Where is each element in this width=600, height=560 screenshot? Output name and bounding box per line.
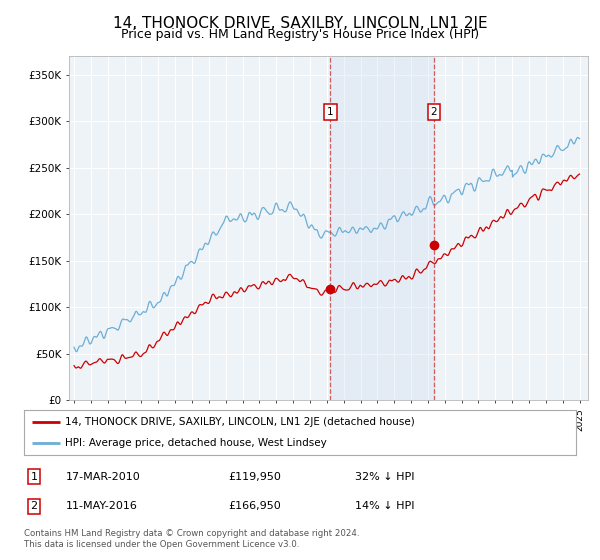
Text: 1: 1 xyxy=(327,107,334,117)
Bar xyxy=(331,56,434,400)
Text: £166,950: £166,950 xyxy=(228,501,281,511)
Text: 2: 2 xyxy=(31,501,38,511)
Text: 32% ↓ HPI: 32% ↓ HPI xyxy=(355,472,415,482)
Text: Price paid vs. HM Land Registry's House Price Index (HPI): Price paid vs. HM Land Registry's House … xyxy=(121,28,479,41)
Text: 17-MAR-2010: 17-MAR-2010 xyxy=(65,472,140,482)
Text: 2: 2 xyxy=(431,107,437,117)
Text: 11-MAY-2016: 11-MAY-2016 xyxy=(65,501,137,511)
Text: 1: 1 xyxy=(31,472,38,482)
Text: Contains HM Land Registry data © Crown copyright and database right 2024.
This d: Contains HM Land Registry data © Crown c… xyxy=(24,529,359,549)
Text: 14% ↓ HPI: 14% ↓ HPI xyxy=(355,501,415,511)
Text: HPI: Average price, detached house, West Lindsey: HPI: Average price, detached house, West… xyxy=(65,437,327,447)
Text: 14, THONOCK DRIVE, SAXILBY, LINCOLN, LN1 2JE (detached house): 14, THONOCK DRIVE, SAXILBY, LINCOLN, LN1… xyxy=(65,417,415,427)
Text: 14, THONOCK DRIVE, SAXILBY, LINCOLN, LN1 2JE: 14, THONOCK DRIVE, SAXILBY, LINCOLN, LN1… xyxy=(113,16,487,31)
Text: £119,950: £119,950 xyxy=(228,472,281,482)
